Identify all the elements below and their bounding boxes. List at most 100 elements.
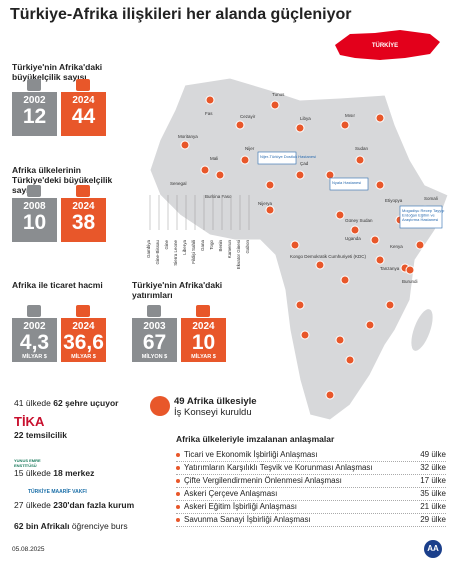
agreement-count: 49 ülke	[420, 450, 446, 459]
map-label: Sudan	[355, 146, 369, 151]
agreement-name: Askeri Eğitim İşbirliği Anlaşması	[184, 502, 297, 511]
stat-box: 2024 36,6 MİLYAR $	[61, 318, 106, 362]
map-dot	[350, 225, 360, 235]
map-dot	[385, 300, 395, 310]
map-label: Tunus	[272, 92, 285, 97]
yee-lead: 15 ülkede	[14, 468, 51, 478]
stat-value: 44	[71, 105, 96, 128]
map-dot	[325, 390, 335, 400]
map-dot	[265, 180, 275, 190]
stat-value: 10	[191, 331, 216, 354]
map-dot	[370, 235, 380, 245]
map-dot	[270, 100, 280, 110]
tika-text: 22 temsilcilik	[14, 430, 67, 440]
map-dot	[340, 275, 350, 285]
stat-box: 2024 44	[61, 92, 106, 136]
bullet	[176, 505, 180, 509]
agreements-title: Afrika ülkeleriyle imzalanan anlaşmalar	[176, 434, 335, 444]
map-label: Nijerya	[258, 201, 273, 206]
africa	[149, 77, 449, 421]
map-label: Uganda	[345, 236, 361, 241]
madagascar	[411, 309, 433, 351]
burs-text: öğrenciye burs	[71, 521, 128, 531]
map-dot	[300, 330, 310, 340]
map-dot	[405, 265, 415, 275]
map-dot	[375, 180, 385, 190]
map-vertical-label: Sierra Leone	[173, 240, 178, 266]
stat-value: 67	[142, 331, 167, 354]
agreement-count: 17 ülke	[420, 476, 446, 485]
turkey-shape	[335, 30, 440, 60]
agreement-row: Askeri Çerçeve Anlaşması 35 ülke	[176, 489, 446, 501]
stat-icon	[196, 305, 210, 317]
map-dot	[295, 170, 305, 180]
map-vertical-label: Togo	[209, 240, 214, 250]
map-dot	[375, 113, 385, 123]
map-vertical-label: Benin	[218, 240, 223, 252]
bullet	[176, 479, 180, 483]
agreement-count: 21 ülke	[420, 502, 446, 511]
maarif-bold: 230'dan fazla kurum	[53, 500, 135, 510]
flights: 41 ülkede 62 şehre uçuyor	[14, 398, 118, 408]
agreement-count: 29 ülke	[420, 515, 446, 524]
stat-box: 2024 10 MİLYAR $	[181, 318, 226, 362]
map-label: Kongo Demokratik Cumhuriyeti (KDC)	[290, 254, 367, 259]
map-dot	[340, 120, 350, 130]
stat-box: 2024 38	[61, 198, 106, 242]
map-label: Güney Sudan	[345, 218, 373, 223]
burs: 62 bin Afrikalı öğrenciye burs	[14, 521, 128, 531]
map-dot	[290, 240, 300, 250]
burs-bold: 62 bin Afrikalı	[14, 521, 70, 531]
council-icon	[150, 396, 170, 416]
flights-bold: 62 şehre uçuyor	[53, 398, 119, 408]
agreement-name: Askeri Çerçeve Anlaşması	[184, 489, 278, 498]
map-dot	[365, 320, 375, 330]
stat-icon	[76, 305, 90, 317]
council-bold: 49 Afrika ülkesiyle	[174, 396, 257, 407]
map-dot	[335, 210, 345, 220]
hospital-label: Mogadişu Recep Tayyip Erdoğan Eğitim ve …	[402, 208, 446, 222]
aa-logo: AA	[424, 540, 442, 558]
map-dot	[200, 165, 210, 175]
map-dot	[295, 123, 305, 133]
agreement-row: Savunma Sanayi İşbirliği Anlaşması 29 ülk…	[176, 515, 446, 527]
stat-icon	[147, 305, 161, 317]
agreement-row: Ticari ve Ekonomik İşbirliği Anlaşması 49…	[176, 450, 446, 462]
flights-lead: 41 ülkede	[14, 398, 51, 408]
map-vertical-label: Kamerun	[227, 240, 232, 259]
stat-icon	[27, 185, 41, 197]
stat-icon	[76, 79, 90, 91]
stat-icon	[27, 305, 41, 317]
stat-unit: MİLYAR $	[71, 354, 96, 360]
stat-value: 12	[22, 105, 47, 128]
title: Türkiye-Afrika ilişkileri her alanda güç…	[10, 6, 352, 23]
yee: 15 ülkede 18 merkez	[14, 468, 94, 478]
stat-unit: MİLYAR $	[22, 354, 47, 360]
map-dot	[240, 155, 250, 165]
map-dot	[235, 120, 245, 130]
map-dot	[375, 255, 385, 265]
stat-icon	[76, 185, 90, 197]
council-text: İş Konseyi kuruldu	[174, 407, 252, 418]
map-vertical-label: Gambiya	[146, 240, 151, 259]
stat-year: 2002	[23, 95, 46, 106]
map-label: Mali	[210, 156, 218, 161]
yee-logo: YUNUS EMRE ENSTİTÜSÜ	[14, 458, 41, 468]
map-dot	[415, 240, 425, 250]
bullet	[176, 518, 180, 522]
map-dot	[215, 170, 225, 180]
stat-value: 4,3	[19, 331, 50, 354]
stat-unit: MİLYAR $	[191, 354, 216, 360]
hospital-label: Nijer-Türkiye Dostluk Hastanesi	[260, 154, 316, 159]
map-label: Libya	[300, 116, 311, 121]
turkey-label: TÜRKİYE	[372, 42, 398, 49]
agreement-row: Yatırımların Karşılıklı Teşvik ve Korunm…	[176, 463, 446, 475]
agreement-name: Yatırımların Karşılıklı Teşvik ve Korunm…	[184, 463, 373, 472]
map-label: Fas	[205, 111, 213, 116]
map-label: Somali	[424, 196, 438, 201]
map-dot	[265, 205, 275, 215]
map-dot	[205, 95, 215, 105]
stat-year: 2024	[192, 321, 215, 332]
stat-value: 38	[71, 211, 96, 234]
